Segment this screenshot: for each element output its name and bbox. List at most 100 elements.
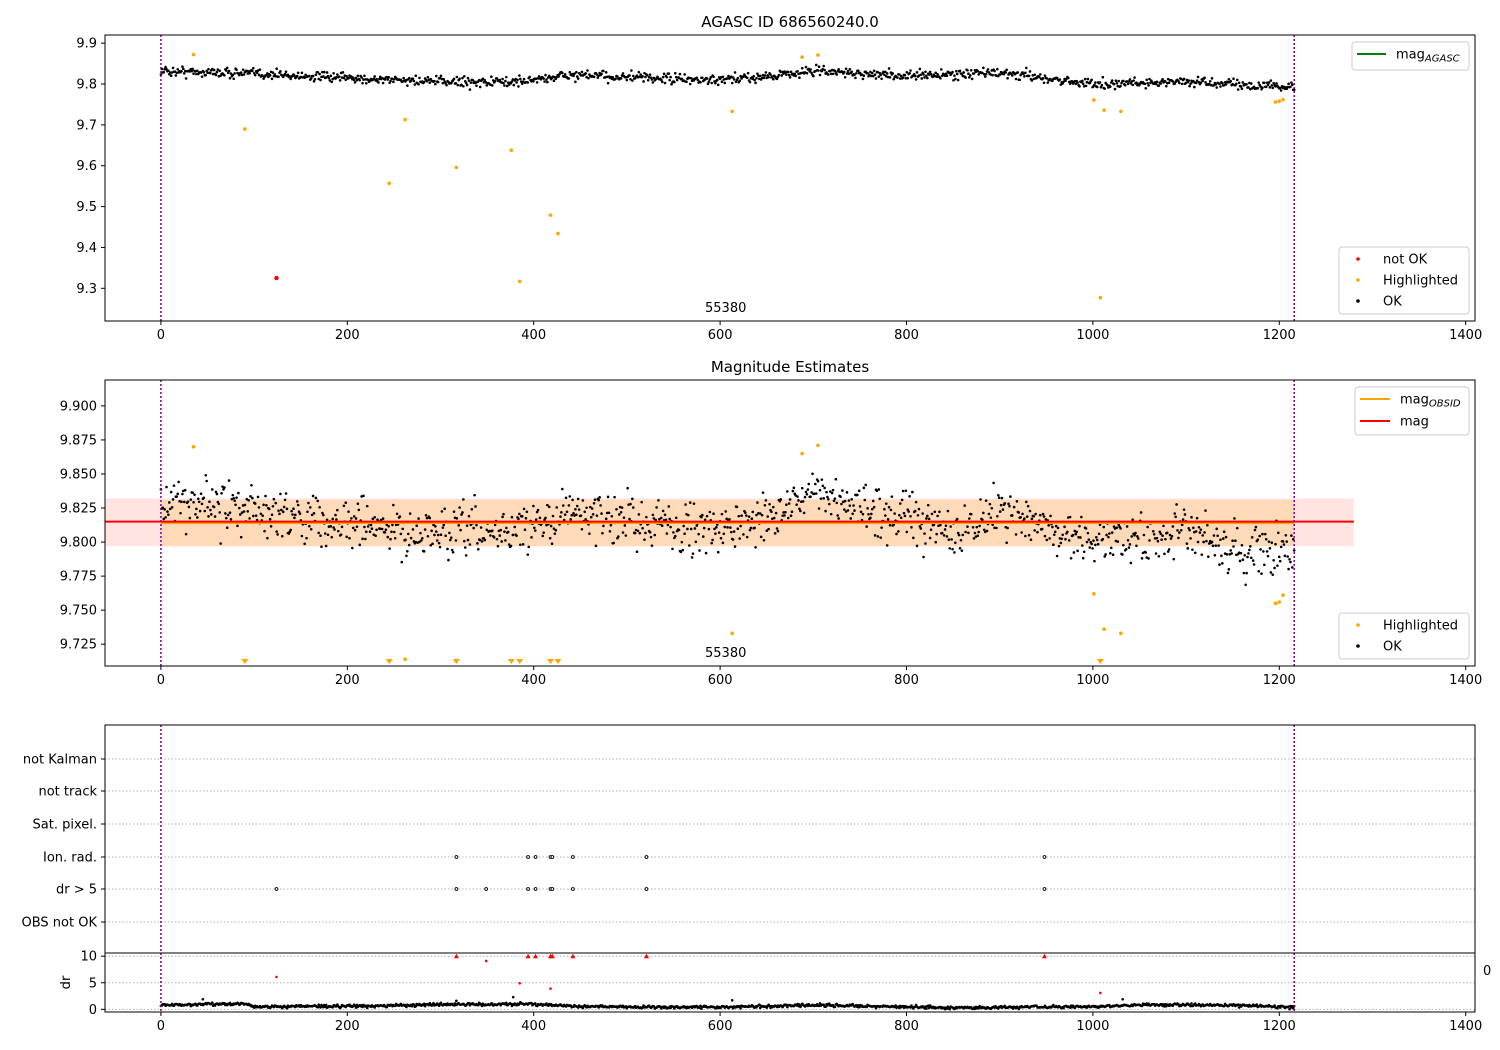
estimates-ok-point (927, 517, 931, 521)
estimates-highlighted-point (1281, 593, 1285, 597)
estimates-ok-point (1162, 524, 1165, 528)
agasc-ok-point (1086, 77, 1090, 81)
estimates-ok-point (333, 528, 336, 531)
estimates-ok-point (276, 533, 279, 536)
agasc-ok-point (673, 80, 676, 84)
estimates-ok-point (705, 514, 709, 518)
estimates-xtick-label: 600 (708, 673, 733, 688)
estimates-ok-point (577, 508, 581, 511)
agasc-ok-point (1027, 74, 1031, 78)
estimates-ok-point (1290, 534, 1293, 537)
agasc-ok-point (643, 71, 646, 75)
estimates-ok-point (271, 504, 275, 508)
estimates-ok-point (464, 554, 468, 557)
estimates-ok-point (1269, 571, 1273, 574)
agasc-ok-point (378, 77, 381, 81)
estimates-ok-point (229, 517, 233, 521)
dr-xtick-label: 1000 (1076, 1019, 1109, 1034)
agasc-ok-point (837, 67, 840, 71)
agasc-ok-point (991, 73, 994, 77)
estimates-ok-point (1094, 543, 1097, 547)
estimates-ok-point (1267, 540, 1271, 543)
agasc-ok-point (669, 75, 672, 79)
estimates-ok-point (1033, 529, 1036, 532)
agasc-ok-point (723, 81, 727, 85)
estimates-ok-point (1155, 536, 1159, 540)
estimates-highlighted-point (1273, 601, 1278, 606)
estimates-ok-point (415, 524, 418, 528)
estimates-ok-point (1178, 531, 1181, 534)
estimates-ok-point (1279, 545, 1283, 549)
agasc-ok-point (584, 72, 587, 75)
agasc-ok-point (842, 70, 846, 74)
estimates-ok-point (992, 481, 995, 485)
agasc-ok-point (862, 74, 866, 77)
estimates-highlighted-point (800, 451, 804, 456)
agasc-highlighted-point (1273, 100, 1278, 104)
estimates-ok-point (773, 532, 777, 535)
estimates-legend-point-label: OK (1383, 640, 1402, 655)
estimates-ok-point (879, 536, 882, 539)
agasc-ok-point (779, 70, 783, 74)
estimates-ok-point (541, 534, 545, 538)
estimates-ok-point (1015, 500, 1019, 503)
estimates-ok-point (420, 539, 423, 542)
estimates-ok-point (1134, 531, 1137, 535)
estimates-ok-point (804, 490, 808, 494)
agasc-ok-point (575, 70, 578, 74)
estimates-ok-point (826, 495, 829, 499)
agasc-ok-point (239, 71, 243, 74)
estimates-ok-point (1261, 532, 1264, 536)
estimates-ok-point (381, 517, 385, 520)
dr-xtick-label: 200 (335, 1019, 360, 1034)
estimates-ok-point (1127, 546, 1131, 549)
estimates-ok-point (911, 490, 914, 494)
agasc-ok-point (386, 78, 390, 81)
estimates-ok-point (488, 529, 491, 533)
estimates-ok-point (715, 523, 719, 526)
estimates-ok-point (1169, 537, 1173, 540)
estimates-ok-point (1021, 512, 1024, 516)
flags-flag-marker (644, 887, 649, 891)
estimates-ok-point (489, 534, 492, 537)
agasc-ok-point (1098, 81, 1102, 84)
estimates-ok-point (600, 512, 603, 515)
estimates-ok-point (519, 543, 522, 547)
estimates-ok-point (290, 509, 293, 513)
estimates-ok-point (619, 510, 623, 514)
agasc-ok-point (1226, 80, 1230, 84)
estimates-ok-point (814, 482, 817, 486)
estimates-ok-point (378, 527, 382, 531)
estimates-ok-point (846, 509, 850, 512)
estimates-ok-point (177, 480, 180, 484)
agasc-ok-point (275, 67, 278, 71)
estimates-ok-point (551, 514, 555, 518)
agasc-ok-point (1275, 82, 1278, 85)
estimates-ok-point (933, 510, 937, 514)
estimates-ok-point (426, 535, 430, 538)
agasc-highlighted-point (242, 127, 247, 131)
estimates-ok-point (644, 531, 647, 535)
estimates-below-range-marker (546, 659, 554, 664)
agasc-ok-point (751, 77, 755, 81)
estimates-ok-point (683, 532, 686, 536)
agasc-ok-point (668, 78, 671, 82)
estimates-ok-point (532, 504, 535, 508)
estimates-ok-point (1277, 555, 1281, 559)
estimates-ok-point (792, 486, 796, 490)
agasc-ok-point (1264, 85, 1268, 89)
estimates-ok-point (909, 514, 912, 518)
estimates-ok-point (208, 500, 211, 504)
agasc-ok-point (505, 75, 508, 79)
estimates-below-range-marker (516, 659, 524, 664)
estimates-ok-point (805, 493, 809, 496)
estimates-ok-point (256, 495, 260, 499)
estimates-ok-point (831, 488, 835, 492)
estimates-ok-point (1081, 556, 1085, 560)
agasc-ok-point (972, 72, 976, 75)
agasc-ok-point (730, 81, 734, 85)
agasc-ok-point (352, 78, 356, 82)
estimates-ok-point (948, 547, 952, 550)
estimates-ok-point (617, 513, 621, 516)
agasc-ok-point (279, 70, 282, 73)
